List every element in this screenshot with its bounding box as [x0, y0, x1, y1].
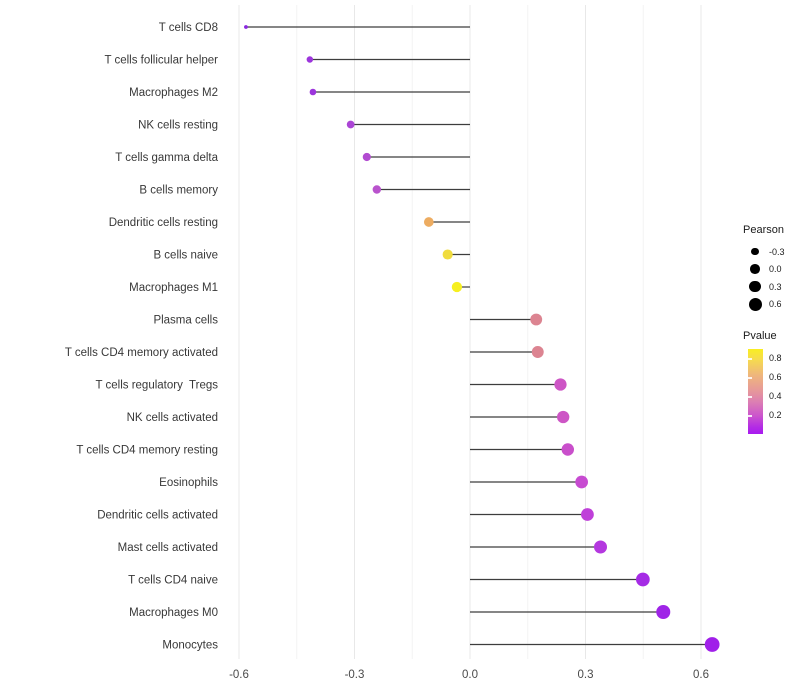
y-axis-label: Dendritic cells resting: [109, 217, 218, 229]
y-axis-label: B cells naive: [153, 250, 218, 262]
pvalue-gradient-tick-label: 0.6: [769, 371, 782, 382]
y-axis-label: T cells CD8: [159, 22, 218, 34]
data-point-dot: [594, 540, 608, 554]
pvalue-gradient-tick: [748, 396, 752, 398]
size-legend-item: -0.3: [743, 243, 800, 261]
data-point-dot: [531, 346, 544, 358]
pvalue-gradient-tick-label: 0.2: [769, 409, 782, 420]
data-point-dot: [451, 281, 463, 293]
pvalue-gradient-tick-label: 0.8: [769, 352, 782, 363]
y-axis-label: T cells CD4 memory resting: [76, 445, 218, 457]
data-point-dot: [372, 185, 382, 194]
size-legend-dot-wrap: [743, 297, 767, 311]
pvalue-gradient-tick: [748, 358, 752, 360]
data-point-dot: [442, 249, 453, 260]
y-axis-label: Eosinophils: [159, 477, 218, 489]
y-axis-label: Macrophages M1: [129, 282, 218, 294]
data-point-dot: [346, 120, 355, 129]
pvalue-gradient-bar: [748, 349, 763, 434]
pvalue-gradient: 0.8 0.6 0.4 0.2: [748, 349, 782, 434]
legend: Pearson -0.3 0.0 0.3 0.6 Pvalue 0.8 0.6 0.4 0.…: [743, 224, 800, 434]
data-point-dot: [581, 508, 594, 521]
size-legend-dot-wrap: [743, 264, 767, 275]
size-legend-item: 0.6: [743, 296, 800, 314]
y-axis-label: Macrophages M0: [129, 607, 218, 619]
size-legend-dot-wrap: [743, 248, 767, 256]
x-axis-tick-label: 0.3: [578, 669, 594, 681]
y-axis-label: Monocytes: [162, 640, 218, 652]
data-point-dot: [362, 152, 371, 162]
size-legend-label: 0.0: [769, 264, 782, 275]
x-axis-tick-label: 0.0: [462, 669, 478, 681]
size-legend-dot: [750, 264, 760, 275]
pvalue-gradient-tick: [748, 415, 752, 417]
size-legend-title: Pearson: [743, 224, 784, 236]
pvalue-gradient-tick-label: 0.4: [769, 390, 782, 401]
data-point-dot: [244, 25, 248, 29]
y-axis-label: T cells CD4 memory activated: [65, 347, 218, 359]
y-axis-label: T cells follicular helper: [104, 55, 218, 67]
data-point-dot: [530, 313, 543, 326]
size-legend-label: -0.3: [769, 246, 785, 257]
y-axis-label: Mast cells activated: [118, 542, 218, 554]
y-axis-label: T cells gamma delta: [115, 152, 218, 164]
y-axis-label: T cells CD4 naive: [128, 575, 218, 587]
y-axis-label: B cells memory: [139, 185, 218, 197]
size-legend-item: 0.3: [743, 278, 800, 296]
size-legend-label: 0.3: [769, 281, 782, 292]
size-legend-dot: [749, 281, 761, 293]
data-point-dot: [704, 637, 720, 652]
y-axis-label: NK cells resting: [138, 120, 218, 132]
data-point-dot: [561, 443, 575, 456]
size-legend-dot-wrap: [743, 281, 767, 293]
size-legend-items: -0.3 0.0 0.3 0.6: [743, 243, 800, 313]
y-axis-label: Macrophages M2: [129, 87, 218, 99]
y-axis-label: Plasma cells: [153, 315, 218, 327]
size-legend-dot: [748, 297, 762, 311]
data-point-dot: [636, 572, 650, 587]
size-legend-dot: [751, 248, 759, 256]
y-axis-label: T cells regulatory Tregs: [95, 380, 218, 392]
data-point-dot: [554, 378, 567, 391]
data-point-dot: [556, 410, 570, 424]
data-point-dot: [575, 475, 588, 489]
pvalue-gradient-tick: [748, 377, 752, 379]
data-point-dot: [423, 217, 434, 227]
color-legend-title: Pvalue: [743, 330, 777, 342]
y-axis-label: Dendritic cells activated: [97, 510, 218, 522]
x-axis-tick-label: -0.3: [345, 669, 365, 681]
data-point-dot: [309, 88, 317, 96]
size-legend-item: 0.0: [743, 261, 800, 279]
size-legend-label: 0.6: [769, 299, 782, 310]
x-axis-tick-label: -0.6: [229, 669, 249, 681]
data-point-dot: [656, 604, 671, 620]
x-axis-tick-label: 0.6: [693, 669, 709, 681]
y-axis-label: NK cells activated: [127, 412, 218, 424]
data-point-dot: [306, 56, 314, 63]
